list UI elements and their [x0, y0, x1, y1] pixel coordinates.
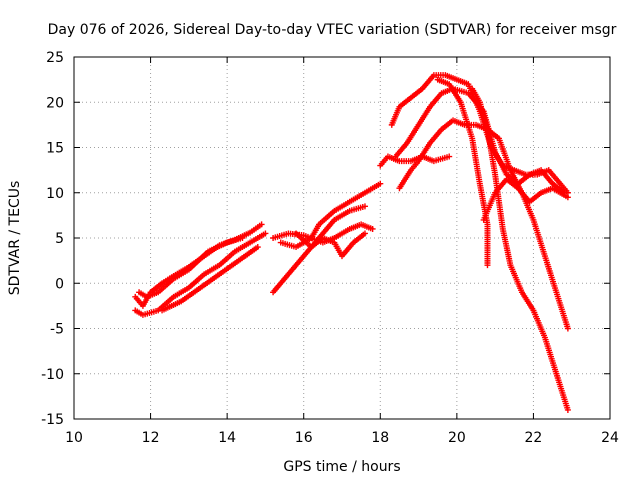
- x-tick-label: 10: [65, 430, 83, 446]
- data-point: [377, 180, 384, 187]
- x-tick-label: 20: [448, 430, 466, 446]
- grid: [74, 57, 610, 419]
- data-point: [369, 225, 376, 232]
- series-track-11: [396, 117, 571, 332]
- series-track-6: [270, 203, 368, 296]
- x-tick-label: 12: [142, 430, 160, 446]
- y-tick-label: 0: [55, 276, 64, 292]
- series-track-14: [480, 176, 571, 223]
- series-track-15: [469, 85, 571, 413]
- y-tick-label: 25: [46, 50, 64, 66]
- y-axis-label: SDTVAR / TECUs: [7, 181, 23, 296]
- x-axis-label: GPS time / hours: [283, 459, 400, 475]
- series-track-7: [277, 180, 384, 251]
- data-point: [262, 230, 269, 237]
- y-tick-label: -15: [41, 412, 64, 428]
- chart-title: Day 076 of 2026, Sidereal Day-to-day VTE…: [48, 22, 617, 38]
- y-tick-label: 20: [46, 95, 64, 111]
- data-point: [254, 244, 261, 251]
- axis-ticks: 10 12 14 16 18 20 22 24 25 20 15 10 5 0 -5 -10 -15: [41, 50, 619, 446]
- x-tick-label: 18: [371, 430, 389, 446]
- series-track-3: [136, 235, 246, 300]
- data-point: [564, 406, 571, 413]
- series-track-8: [293, 230, 368, 260]
- data-point: [239, 235, 246, 241]
- data-points: [132, 72, 571, 413]
- data-point: [361, 203, 368, 210]
- y-tick-label: 15: [46, 141, 64, 157]
- y-tick-label: -10: [41, 367, 64, 383]
- data-point: [361, 230, 368, 237]
- data-point: [564, 325, 571, 332]
- series-track-12: [377, 153, 453, 169]
- data-point: [446, 153, 453, 160]
- series-track-13: [434, 76, 491, 269]
- x-tick-label: 14: [218, 430, 236, 446]
- x-tick-label: 24: [601, 430, 619, 446]
- x-tick-label: 22: [525, 430, 543, 446]
- y-tick-label: 10: [46, 186, 64, 202]
- data-point: [484, 262, 491, 269]
- series-track-4: [159, 244, 261, 314]
- y-tick-label: -5: [50, 322, 64, 338]
- x-tick-label: 16: [295, 430, 313, 446]
- data-point: [258, 221, 265, 228]
- data-point: [564, 194, 571, 201]
- series-track-2: [132, 230, 269, 318]
- y-tick-label: 5: [55, 231, 64, 247]
